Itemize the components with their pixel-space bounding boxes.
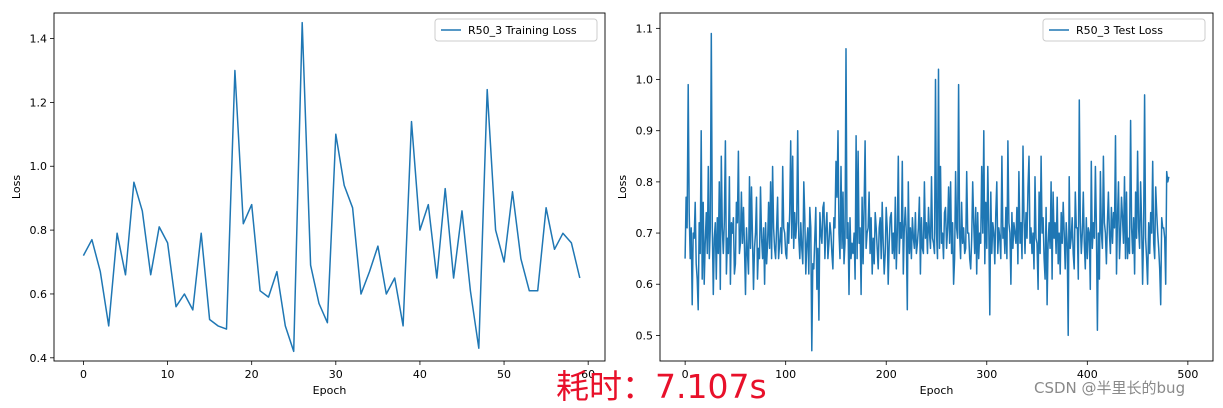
y-tick-label: 1.4 [30,33,48,46]
x-tick-label: 400 [1077,368,1098,381]
y-tick-label: 0.6 [30,288,48,301]
elapsed-time-text: 耗时：7.107s [556,367,767,406]
series-line [684,32,1170,352]
x-tick-label: 20 [245,368,259,381]
x-axis-label: Epoch [920,384,954,397]
y-tick-label: 0.8 [636,176,654,189]
x-tick-label: 40 [413,368,427,381]
y-tick-label: 0.8 [30,224,48,237]
legend-label: R50_3 Test Loss [1076,24,1163,37]
y-tick-label: 0.6 [636,278,654,291]
x-tick-label: 30 [329,368,343,381]
y-axis-label: Loss [616,175,629,199]
x-tick-label: 100 [775,368,796,381]
y-tick-label: 1.0 [636,74,654,87]
test-loss-chart: 0 100 200 300 400 500 0.5 0.6 0.7 0.8 0.9 1.0 1.1 Epo… [616,12,1214,397]
x-tick-label: 500 [1177,368,1198,381]
x-axis-label: Epoch [313,384,347,397]
plot-frame [53,12,606,362]
x-tick-label: 0 [682,368,689,381]
y-axis-label: Loss [10,175,23,199]
legend-label: R50_3 Training Loss [468,24,577,37]
x-tick-label: 50 [497,368,511,381]
y-tick-label: 0.7 [636,227,654,240]
y-tick-label: 0.9 [636,125,654,138]
training-loss-chart: 0 10 20 30 40 50 60 0.4 0.6 0.8 1.0 1.2 1.4 Epoch Loss… [10,12,606,397]
x-tick-label: 300 [976,368,997,381]
plot-frame [659,12,1214,362]
legend-box [1042,18,1206,42]
y-tick-label: 1.0 [30,160,48,173]
y-tick-label: 0.4 [30,352,48,365]
y-tick-label: 1.1 [636,22,654,35]
watermark-text: CSDN @半里长的bug [1034,379,1186,397]
y-tick-label: 0.5 [636,329,654,342]
legend-box [434,18,598,42]
x-tick-label: 200 [876,368,897,381]
x-tick-label: 60 [581,368,595,381]
series-line [82,21,581,353]
x-tick-label: 10 [161,368,175,381]
y-tick-label: 1.2 [30,96,48,109]
x-tick-label: 0 [80,368,87,381]
